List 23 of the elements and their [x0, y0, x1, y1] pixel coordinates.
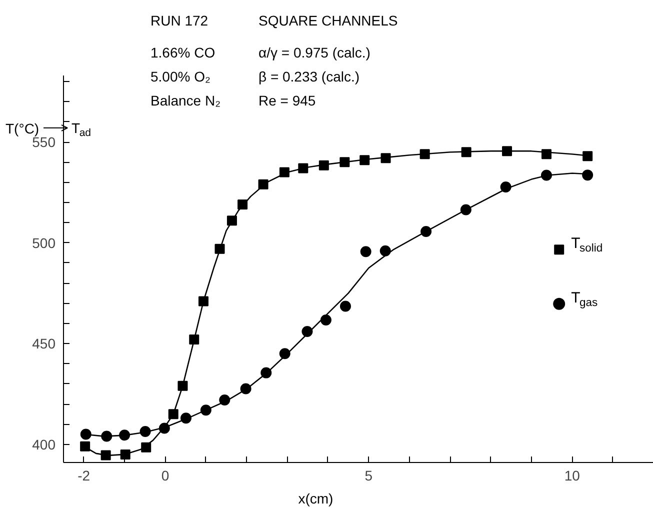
- annotation: Re = 945: [258, 92, 316, 108]
- text: RUN 172: [150, 12, 208, 28]
- point: [380, 245, 391, 256]
- x-tick-label: -2: [78, 468, 90, 484]
- text: 1.66% CO: [150, 44, 216, 60]
- y-axis-title: T(°C): [6, 120, 40, 136]
- y-tick-label: 450: [32, 336, 56, 352]
- x-tick-label: 0: [161, 468, 170, 484]
- annotation: β = 0.233 (calc.): [258, 68, 360, 84]
- x-tick-label: 10: [564, 468, 580, 484]
- x-axis-title: x(cm): [298, 490, 334, 506]
- x-tick-label: 5: [364, 468, 373, 484]
- point: [80, 428, 92, 440]
- text: α/γ = 0.975 (calc.): [258, 44, 370, 60]
- point: [340, 300, 351, 312]
- annotation: Balance N₂: [150, 92, 221, 108]
- point: [502, 146, 512, 156]
- point: [360, 246, 372, 258]
- y-tick-label: 500: [32, 234, 56, 251]
- point: [80, 441, 90, 452]
- annotation: 5.00% O₂: [150, 68, 210, 84]
- text: SQUARE CHANNELS: [258, 12, 398, 28]
- y-tick-label: 400: [32, 436, 56, 452]
